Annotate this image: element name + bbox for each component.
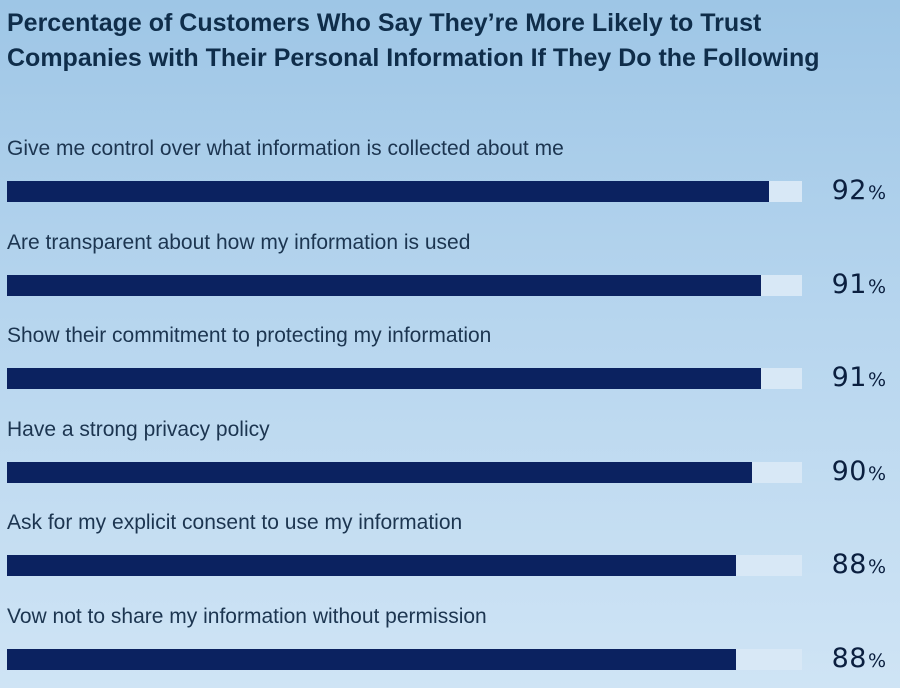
bar xyxy=(7,649,736,670)
data-label-value: 88 xyxy=(831,549,867,581)
category-label: Ask for my explicit consent to use my in… xyxy=(7,511,463,535)
bar-track xyxy=(7,274,802,296)
data-label-percent: % xyxy=(867,556,886,579)
data-label-value: 90 xyxy=(831,455,867,487)
bar-track xyxy=(7,649,802,670)
data-label-value: 92 xyxy=(831,175,867,206)
bar xyxy=(7,461,752,483)
data-label: 92% xyxy=(832,176,886,208)
bar-track xyxy=(7,555,802,577)
data-label-percent: % xyxy=(867,182,886,204)
bar xyxy=(7,274,761,296)
data-label-percent: % xyxy=(867,369,886,392)
data-label: 91% xyxy=(832,363,886,395)
bar-track xyxy=(7,368,802,390)
data-label-value: 88 xyxy=(831,643,867,674)
data-label-percent: % xyxy=(867,650,886,672)
data-label-value: 91 xyxy=(831,362,867,394)
chart-title-line-2: Companies with Their Personal Informatio… xyxy=(7,44,820,72)
category-label: Show their commitment to protecting my i… xyxy=(7,324,492,348)
data-label: 91% xyxy=(831,268,886,302)
bar-track xyxy=(7,181,802,202)
data-label: 88% xyxy=(832,644,886,676)
data-label: 90% xyxy=(831,455,886,489)
category-label: Vow not to share my information without … xyxy=(7,605,487,628)
data-label-value: 91 xyxy=(831,268,867,300)
bar xyxy=(7,181,769,202)
bar xyxy=(7,555,736,577)
bar xyxy=(7,368,761,390)
category-label: Are transparent about how my information… xyxy=(7,230,471,254)
data-label: 88% xyxy=(832,550,886,582)
data-label-percent: % xyxy=(867,275,886,298)
data-label-percent: % xyxy=(867,462,886,485)
chart-title: Percentage of Customers Who Say They’re … xyxy=(7,6,887,76)
category-label: Have a strong privacy policy xyxy=(7,417,270,441)
bar-track xyxy=(7,461,802,483)
category-label: Give me control over what information is… xyxy=(7,137,564,160)
chart-title-line-1: Percentage of Customers Who Say They’re … xyxy=(7,9,762,37)
